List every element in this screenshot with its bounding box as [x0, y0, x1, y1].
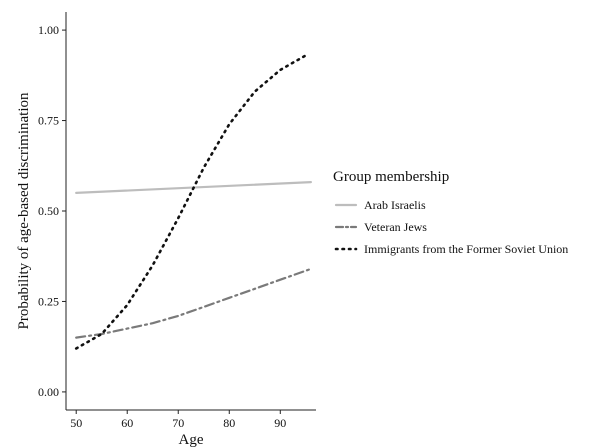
x-tick-label: 90 [274, 416, 286, 430]
x-tick-label: 70 [172, 416, 184, 430]
x-axis-title: Age [179, 432, 204, 448]
legend-label: Arab Israelis [364, 198, 426, 212]
y-tick-label: 0.00 [38, 385, 59, 399]
legend-item: Veteran Jews [334, 220, 427, 234]
x-tick-label: 60 [121, 416, 133, 430]
legend-item: Arab Israelis [334, 198, 426, 212]
plot-area: 0.00 0.25 0.50 0.75 1.00 50 60 70 80 90 [38, 12, 316, 430]
series-line-veteran-jews [75, 267, 312, 339]
y-tick-label: 0.75 [38, 114, 59, 128]
x-tick-label: 50 [70, 416, 82, 430]
y-tick-label: 0.25 [38, 294, 59, 308]
x-tick-label: 80 [223, 416, 235, 430]
series-lines [74, 54, 312, 350]
legend-title: Group membership [333, 169, 449, 185]
x-axis-ticks: 50 60 70 80 90 [70, 410, 286, 430]
legend-label: Veteran Jews [364, 220, 427, 234]
y-tick-label: 1.00 [38, 23, 59, 37]
series-line-immigrants-from-the-former-soviet-union [74, 54, 308, 350]
legend-items: Arab Israelis Veteran Jews Immigrants from… [334, 198, 568, 256]
y-tick-label: 0.50 [38, 204, 59, 218]
legend: Group membership Arab Israelis Veteran Je… [333, 169, 568, 256]
legend-item: Immigrants from the Former Soviet Union [334, 242, 568, 256]
legend-label: Immigrants from the Former Soviet Union [364, 242, 568, 256]
y-axis-ticks: 0.00 0.25 0.50 0.75 1.00 [38, 23, 66, 399]
y-axis-title: Probability of age-based discrimination [16, 92, 32, 330]
